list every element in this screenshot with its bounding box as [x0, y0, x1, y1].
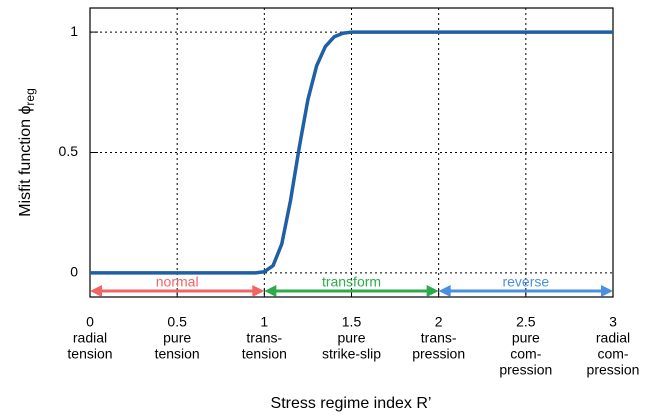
- y-axis-label-subscript: reg: [23, 88, 37, 105]
- x-axis-label: Stress regime index R’: [271, 395, 432, 412]
- x-tick-description: pure: [163, 330, 191, 346]
- x-tick-description: radial: [596, 330, 630, 346]
- arrow-head: [426, 285, 439, 297]
- arrow-head: [438, 285, 451, 297]
- x-tick-description: trans-: [246, 330, 282, 346]
- x-tick-description: pure: [512, 330, 540, 346]
- arrow-head: [252, 285, 265, 297]
- x-tick-label: 2.5: [516, 314, 536, 330]
- regime-label: transform: [322, 274, 381, 290]
- arrow-head: [601, 285, 613, 297]
- x-tick-description: com-: [597, 346, 628, 362]
- x-tick-label: 1: [260, 314, 268, 330]
- x-tick-description: com-: [510, 346, 541, 362]
- x-tick-description: trans-: [421, 330, 457, 346]
- x-tick-label: 3: [609, 314, 617, 330]
- y-tick-label: 0: [70, 264, 78, 280]
- x-tick-label: 2: [435, 314, 443, 330]
- x-tick-description: tension: [155, 346, 200, 362]
- x-tick-label: 0: [86, 314, 94, 330]
- x-tick-label: 1.5: [342, 314, 362, 330]
- x-tick-description: pression: [587, 362, 640, 378]
- y-tick-label: 1: [70, 23, 78, 39]
- y-axis-label-main: Misfit function ϕ: [17, 106, 34, 217]
- x-tick-label: 0.5: [167, 314, 187, 330]
- x-tick-description: strike-slip: [322, 346, 381, 362]
- regime-label: reverse: [502, 274, 549, 290]
- y-axis-label: Misfit function ϕreg: [17, 88, 37, 217]
- x-tick-description: radial: [73, 330, 107, 346]
- data-line: [90, 30, 613, 275]
- plot-frame: [89, 7, 614, 298]
- x-tick-description: pure: [337, 330, 365, 346]
- arrow-head: [90, 285, 102, 297]
- x-tick-description: pression: [412, 346, 465, 362]
- x-tick-description: pression: [499, 362, 552, 378]
- y-tick-label: 0.5: [59, 143, 79, 159]
- x-tick-description: tension: [242, 346, 287, 362]
- arrow-head: [264, 285, 277, 297]
- regime-label: normal: [156, 274, 199, 290]
- x-tick-description: tension: [67, 346, 112, 362]
